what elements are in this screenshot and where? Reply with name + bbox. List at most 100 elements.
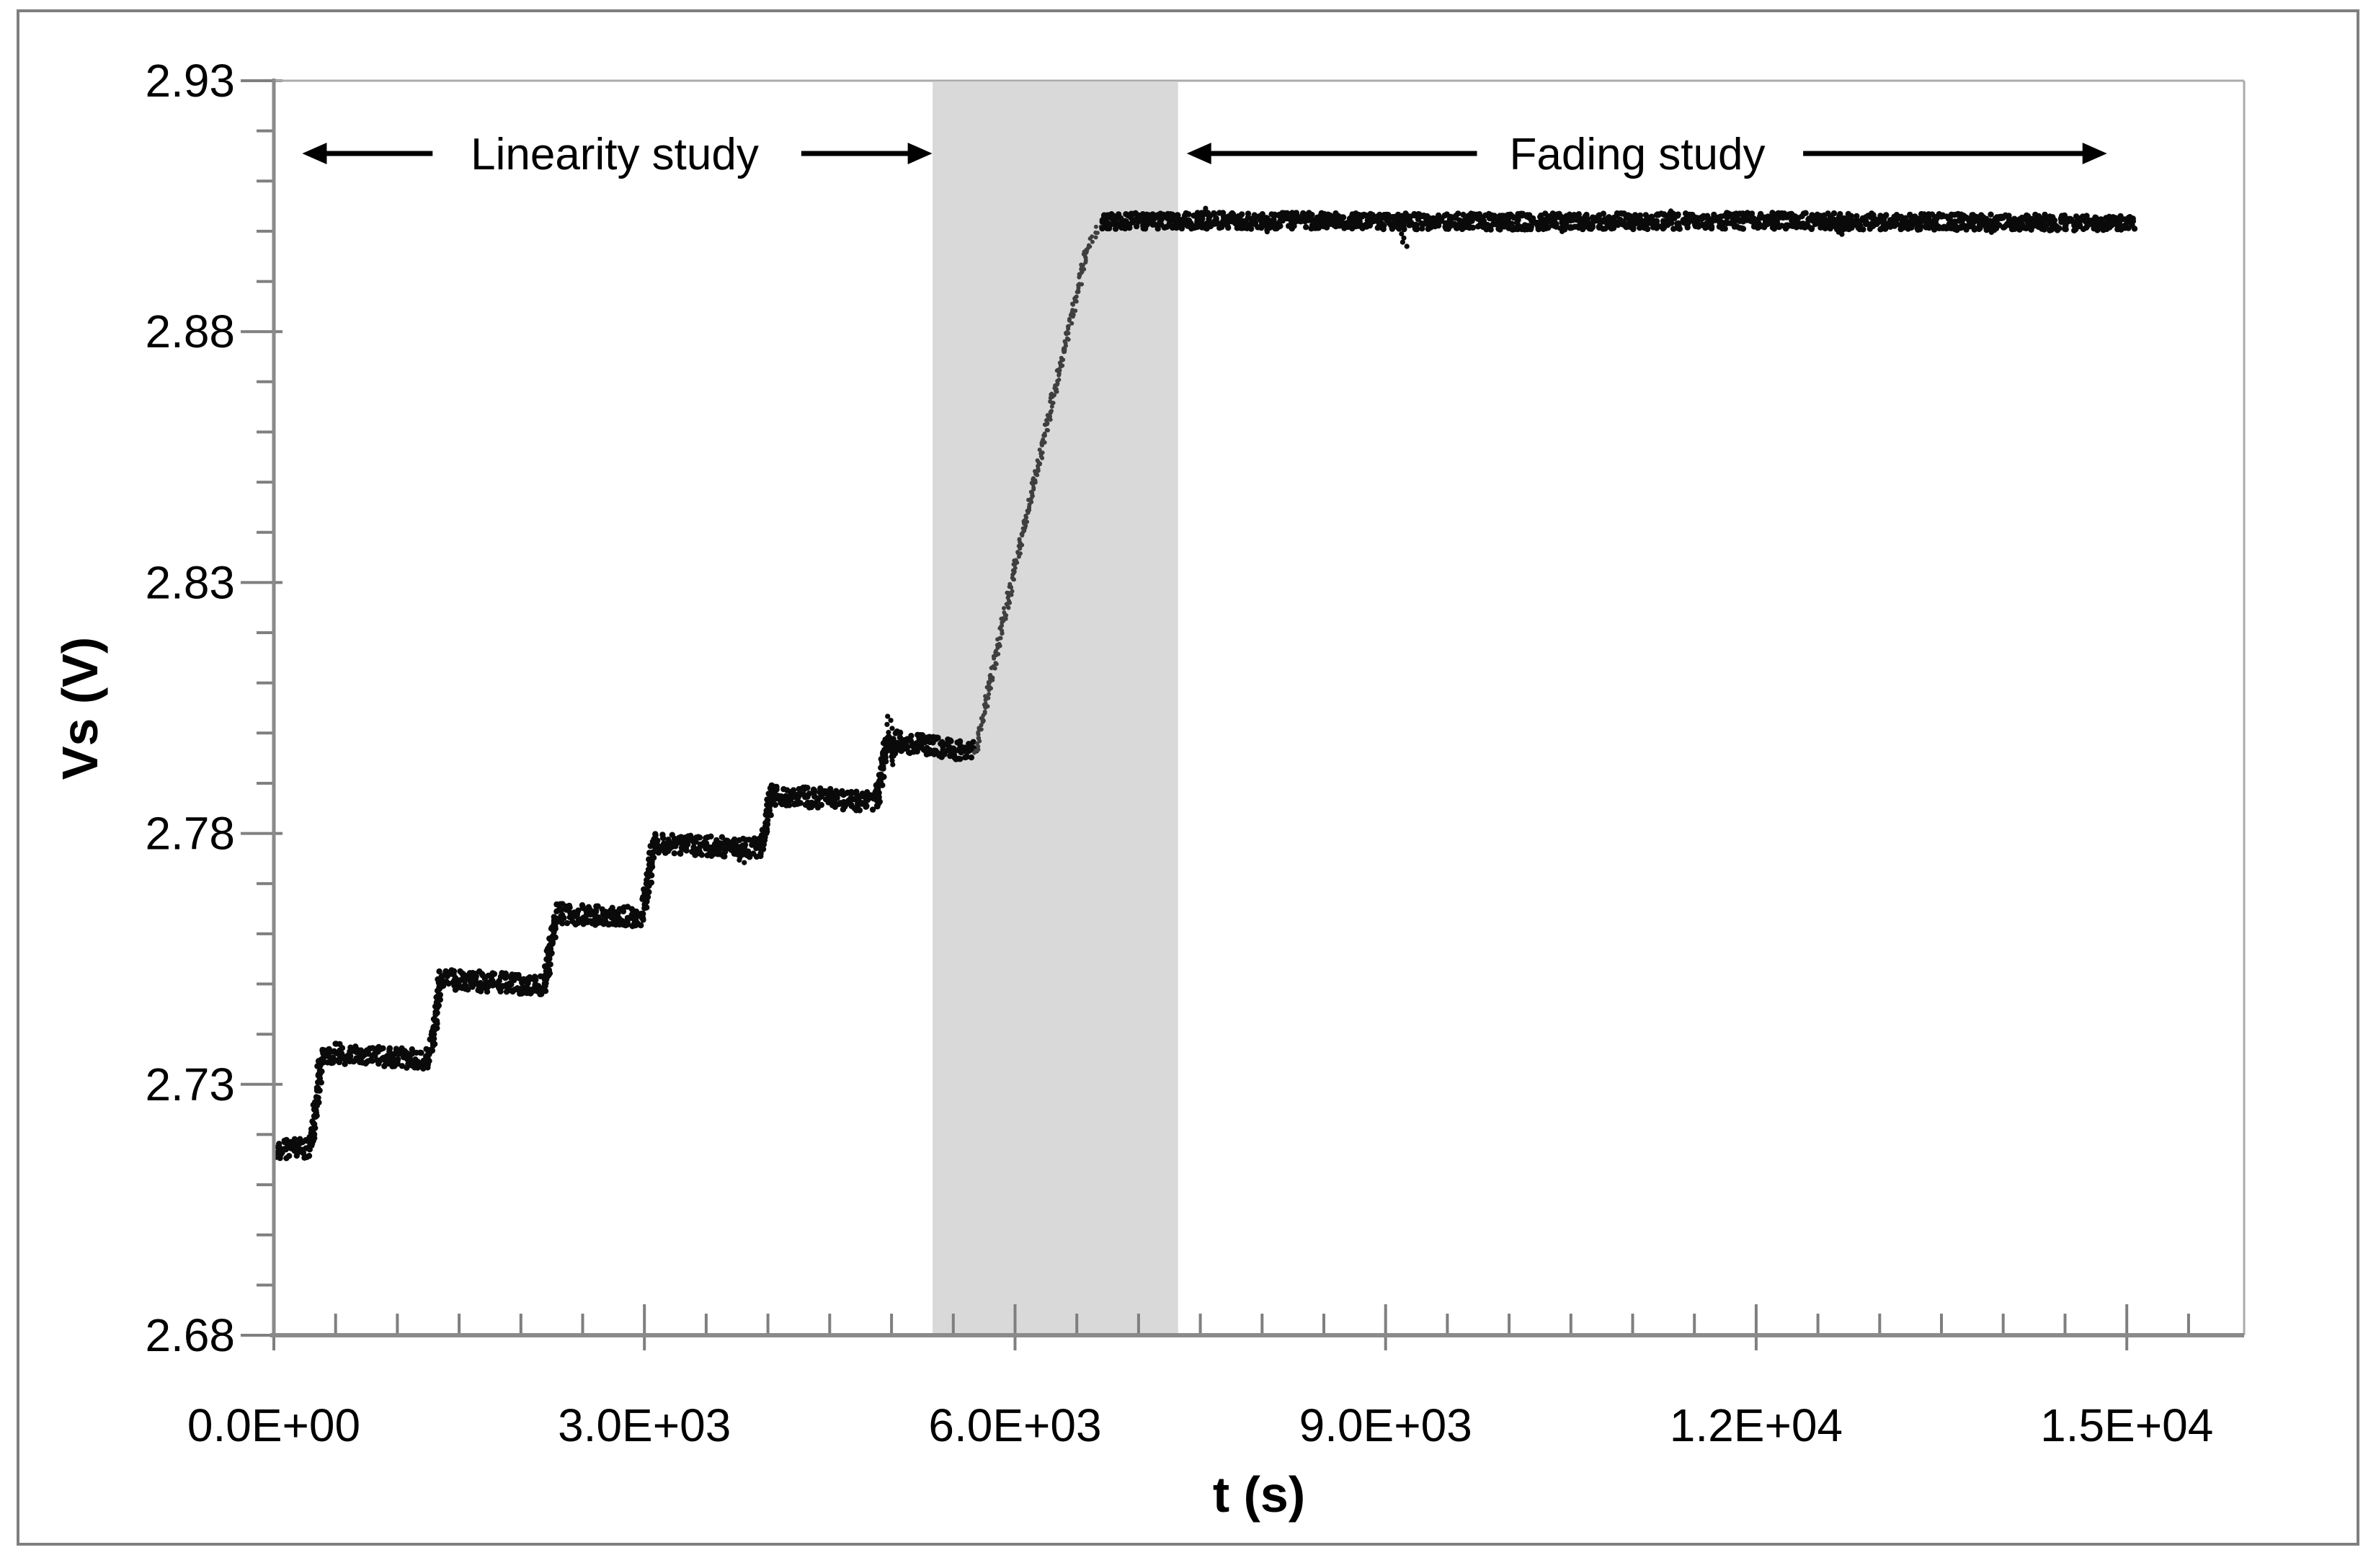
- data-point: [1419, 226, 1425, 232]
- data-point: [465, 986, 471, 993]
- data-point: [450, 968, 457, 975]
- y-axis-title: Vs (V): [52, 637, 108, 780]
- data-point: [659, 842, 666, 850]
- data-point: [1040, 455, 1045, 460]
- data-point: [764, 819, 770, 826]
- data-point: [2055, 225, 2062, 231]
- data-point: [1418, 220, 1425, 227]
- data-point: [2131, 226, 2138, 232]
- data-point: [566, 904, 573, 911]
- data-point: [986, 695, 991, 700]
- data-point: [587, 906, 594, 913]
- data-point: [552, 934, 559, 941]
- annotation-label-fading-study: Fading study: [1510, 130, 1766, 179]
- data-point: [1963, 226, 1970, 233]
- data-point: [435, 996, 442, 1003]
- data-point: [1676, 226, 1683, 232]
- data-point: [1000, 620, 1005, 625]
- data-point: [1837, 210, 1843, 218]
- data-point: [339, 1045, 346, 1051]
- data-point: [696, 834, 703, 841]
- data-point: [1553, 220, 1559, 227]
- data-point: [1042, 431, 1047, 436]
- data-point: [1237, 213, 1244, 219]
- data-point: [342, 1061, 348, 1067]
- data-point-spike: [1839, 231, 1845, 237]
- data-point: [473, 973, 479, 980]
- data-point: [1319, 212, 1325, 219]
- data-point: [1958, 211, 1965, 218]
- y-tick-label: 2.83: [145, 556, 235, 608]
- data-point: [641, 903, 649, 909]
- data-point: [1006, 605, 1011, 610]
- data-point: [767, 812, 774, 819]
- data-point: [1093, 235, 1098, 240]
- data-point: [987, 685, 992, 689]
- data-point: [1052, 393, 1056, 398]
- data-point: [1907, 211, 1913, 218]
- data-point: [896, 734, 904, 741]
- data-point: [1180, 220, 1186, 227]
- data-point: [1132, 210, 1139, 216]
- data-point: [1600, 210, 1607, 217]
- data-point: [1020, 526, 1025, 531]
- data-point: [950, 747, 956, 753]
- data-point: [1142, 226, 1149, 232]
- data-point: [574, 910, 580, 917]
- data-point: [1926, 215, 1932, 223]
- data-point: [1903, 215, 1909, 221]
- data-point: [708, 833, 714, 840]
- data-point: [1460, 211, 1467, 218]
- data-point: [1383, 211, 1390, 218]
- data-point: [1654, 222, 1660, 228]
- data-point: [1708, 225, 1715, 232]
- data-point: [638, 922, 644, 929]
- data-point: [746, 837, 752, 843]
- annotation-label-linearity-study: Linearity study: [471, 130, 759, 179]
- data-point-spike: [893, 743, 899, 749]
- data-point: [1023, 513, 1028, 518]
- data-point: [388, 1061, 395, 1069]
- data-point: [1229, 211, 1237, 218]
- tick-labels-group: 0.0E+00 3.0E+03 6.0E+03 9.0E+03 1.2E+04 1.5E+…: [145, 55, 2213, 1451]
- data-point: [316, 1063, 324, 1069]
- data-point-spike: [1203, 205, 1209, 211]
- data-point: [346, 1054, 353, 1061]
- data-point: [1066, 324, 1071, 329]
- data-point: [291, 1136, 298, 1143]
- highlight-band: [933, 82, 1178, 1334]
- data-point: [515, 971, 522, 979]
- data-point: [1041, 437, 1046, 442]
- y-tick-label: 2.93: [145, 55, 235, 107]
- data-point: [934, 734, 941, 741]
- data-point: [1093, 224, 1098, 229]
- data-point: [432, 1017, 439, 1023]
- data-point: [988, 672, 993, 677]
- data-point: [1802, 210, 1809, 216]
- data-point: [1252, 219, 1259, 226]
- data-point: [484, 984, 491, 990]
- data-point: [1276, 222, 1282, 229]
- data-point: [1952, 218, 1958, 225]
- data-point: [1566, 212, 1572, 218]
- left-arrowhead-icon: [302, 142, 327, 164]
- data-point: [313, 1107, 319, 1113]
- data-point-spike: [1988, 229, 1995, 235]
- x-tick-label: 9.0E+03: [1299, 1399, 1472, 1451]
- data-point: [564, 919, 571, 927]
- data-point: [1080, 263, 1085, 267]
- x-tick-label: 1.5E+04: [2040, 1399, 2213, 1451]
- data-point-spike: [889, 758, 895, 764]
- data-point-spike: [1668, 208, 1674, 214]
- data-point-spike: [1559, 228, 1565, 234]
- data-point: [1036, 466, 1041, 471]
- data-point: [1086, 243, 1091, 248]
- data-point: [881, 752, 889, 760]
- data-point-spike: [1198, 210, 1204, 215]
- data-point: [1062, 347, 1067, 352]
- data-point: [721, 853, 728, 860]
- data-point: [1095, 231, 1100, 236]
- data-point: [1218, 222, 1225, 228]
- data-point: [869, 806, 876, 813]
